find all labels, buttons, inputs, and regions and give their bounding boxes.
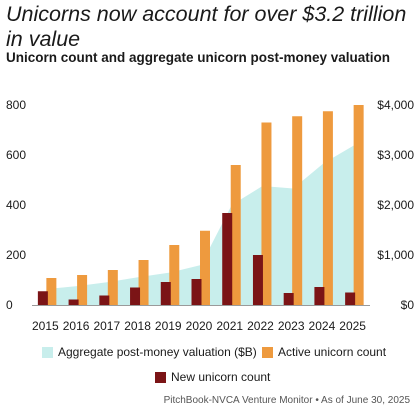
active-bar-2019 — [169, 245, 180, 305]
new-bar-2025 — [345, 292, 356, 305]
legend-label-new: New unicorn count — [171, 370, 271, 384]
legend-item-active: Active unicorn count — [262, 345, 386, 359]
chart-subtitle: Unicorn count and aggregate unicorn post… — [6, 50, 391, 65]
new-bar-2022 — [252, 255, 263, 305]
new-bar-2019 — [160, 282, 171, 305]
right-tick-label-1: $1,000 — [377, 248, 414, 262]
x-tick-label-2015: 2015 — [32, 319, 59, 333]
active-bar-2017 — [107, 270, 118, 305]
active-bar-2022 — [261, 122, 272, 305]
x-tick-label-2023: 2023 — [278, 319, 305, 333]
x-tick-label-2018: 2018 — [124, 319, 151, 333]
x-tick-label-2024: 2024 — [309, 319, 336, 333]
active-bar-2020 — [200, 230, 210, 305]
new-bar-2015 — [37, 291, 48, 305]
legend-swatch-new — [155, 371, 166, 383]
new-bar-2023 — [283, 293, 294, 305]
right-tick-label-4: $4,000 — [377, 98, 414, 112]
legend-label-area: Aggregate post-money valuation ($B) — [58, 345, 257, 359]
new-bar-2024 — [314, 287, 325, 305]
left-tick-label-4: 800 — [6, 98, 26, 112]
right-tick-label-2: $2,000 — [377, 198, 414, 212]
legend-swatch-area — [42, 346, 53, 358]
active-bar-2018 — [138, 260, 149, 305]
legend-label-active: Active unicorn count — [278, 345, 387, 359]
new-bar-2017 — [99, 295, 110, 305]
left-tick-label-0: 0 — [6, 298, 13, 312]
legend-item-new: New unicorn count — [155, 370, 270, 384]
new-bar-2021 — [222, 213, 233, 305]
active-bar-2016 — [77, 275, 88, 305]
x-tick-label-2019: 2019 — [155, 319, 182, 333]
source-footer: PitchBook-NVCA Venture Monitor • As of J… — [163, 395, 410, 406]
x-tick-label-2021: 2021 — [216, 319, 243, 333]
new-bar-2018 — [130, 287, 141, 305]
new-bar-2020 — [191, 279, 202, 305]
x-tick-label-2025: 2025 — [339, 319, 366, 333]
active-bar-2023 — [292, 116, 303, 305]
active-bar-2024 — [322, 111, 333, 305]
x-tick-label-2022: 2022 — [247, 319, 274, 333]
chart-title: Unicorns now account for over $3.2 trill… — [6, 2, 407, 51]
right-tick-label-0: $0 — [401, 298, 415, 312]
legend-item-area: Aggregate post-money valuation ($B) — [42, 345, 257, 359]
x-tick-label-2016: 2016 — [63, 319, 90, 333]
valuation-area — [47, 145, 355, 305]
left-tick-label-2: 400 — [6, 198, 26, 212]
x-tick-label-2017: 2017 — [93, 319, 120, 333]
right-tick-label-3: $3,000 — [377, 148, 414, 162]
active-bar-2021 — [230, 165, 241, 305]
left-tick-label-3: 600 — [6, 148, 26, 162]
new-bar-2016 — [68, 299, 79, 305]
x-tick-label-2020: 2020 — [186, 319, 213, 333]
active-bar-2015 — [46, 278, 57, 305]
legend-swatch-active — [262, 346, 273, 358]
left-tick-label-1: 200 — [6, 248, 26, 262]
active-bar-2025 — [353, 105, 364, 305]
